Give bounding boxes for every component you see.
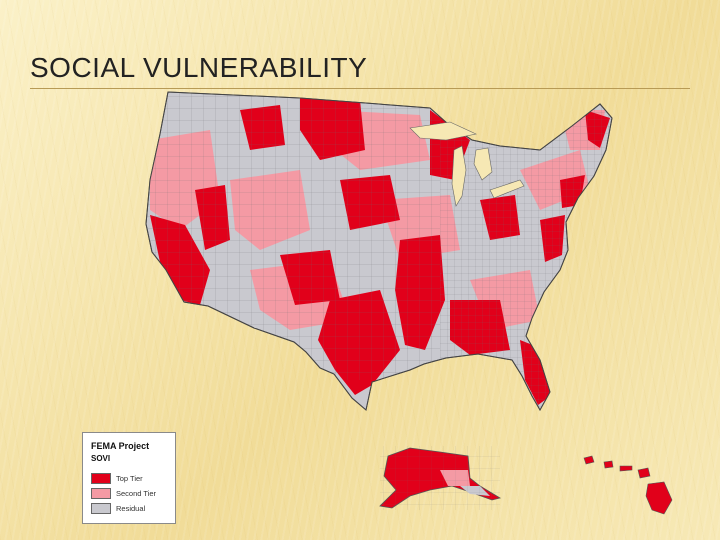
legend-label: Top Tier — [116, 474, 143, 483]
legend-item-residual: Residual — [91, 503, 145, 514]
lake-erie — [489, 179, 525, 199]
hawaii-molokai — [619, 465, 633, 472]
hawaii-oahu — [603, 460, 614, 469]
county-lines-east — [440, 92, 612, 410]
great-lakes — [409, 121, 525, 207]
legend-item-top-tier: Top Tier — [91, 473, 143, 484]
slide-title: SOCIAL VULNERABILITY — [30, 52, 368, 83]
hawaii-kauai — [583, 455, 595, 465]
legend-swatch-second-tier — [91, 488, 111, 499]
legend-label: Second Tier — [116, 489, 157, 498]
hawaii — [583, 455, 673, 515]
legend-swatch-residual — [91, 503, 111, 514]
map-legend: FEMA Project SOVI Top Tier Second Tier R… — [82, 432, 176, 524]
legend-item-second-tier: Second Tier — [91, 488, 156, 499]
contiguous-us-border — [145, 91, 613, 412]
lake-huron — [473, 147, 493, 181]
county-lines-west — [146, 92, 440, 380]
alaska — [379, 446, 502, 510]
legend-title: FEMA Project — [91, 441, 150, 451]
lake-michigan — [451, 145, 467, 207]
lake-superior — [409, 121, 477, 141]
legend-label: Residual — [116, 504, 146, 513]
legend-swatch-top-tier — [91, 473, 111, 484]
alaska-grid — [380, 446, 500, 510]
title-underline — [30, 88, 690, 89]
legend-subtitle: SOVI — [91, 454, 111, 463]
hawaii-big-island — [645, 481, 673, 515]
contiguous-us — [145, 91, 613, 412]
hawaii-maui — [637, 467, 651, 479]
